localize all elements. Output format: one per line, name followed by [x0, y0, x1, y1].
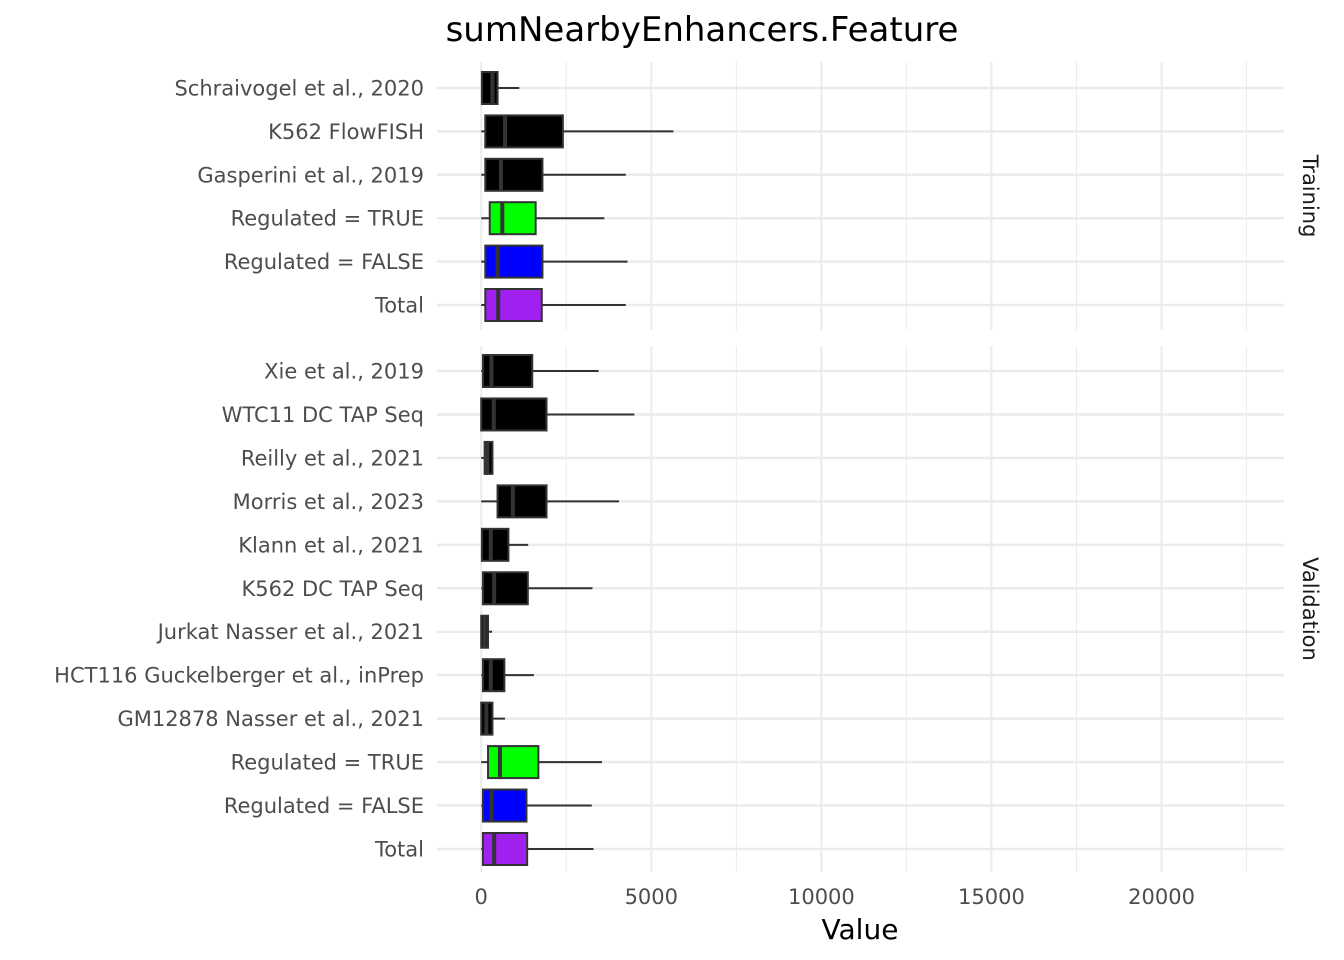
box: [481, 832, 529, 866]
box-row: K562 FlowFISH: [268, 114, 674, 149]
category-label: Gasperini et al., 2019: [197, 163, 424, 187]
box-row: Gasperini et al., 2019: [197, 157, 626, 192]
box: [496, 484, 548, 519]
facet-label-training: Training: [1298, 154, 1322, 238]
category-label: Regulated = FALSE: [224, 794, 424, 818]
box-row: Jurkat Nasser et al., 2021: [156, 614, 493, 649]
panel-training: Schraivogel et al., 2020 K562 FlowFISH Gas…: [174, 62, 1322, 330]
box-row: Morris et al., 2023: [233, 484, 619, 519]
box-row: Total: [374, 832, 594, 866]
x-axis-title: Value: [822, 913, 899, 946]
category-label: Klann et al., 2021: [238, 533, 424, 557]
category-label: Total: [374, 838, 424, 862]
x-tick-label: 0: [475, 885, 488, 909]
x-axis-ticks: 0 5000 10000 15000 20000: [475, 885, 1195, 909]
facet-label-validation: Validation: [1298, 557, 1322, 661]
box: [480, 527, 510, 562]
category-label: WTC11 DC TAP Seq: [222, 403, 424, 427]
box-row: WTC11 DC TAP Seq: [222, 397, 635, 432]
box: [480, 397, 548, 432]
box: [484, 244, 544, 279]
category-label: Schraivogel et al., 2020: [174, 77, 424, 101]
category-label: Regulated = FALSE: [224, 250, 424, 274]
category-label: K562 FlowFISH: [268, 120, 424, 144]
box-row: HCT116 Guckelberger et al., inPrep: [54, 658, 534, 693]
category-label: K562 DC TAP Seq: [241, 577, 424, 601]
category-label: Regulated = TRUE: [231, 751, 424, 775]
chart-panels: Schraivogel et al., 2020 K562 FlowFISH Gas…: [54, 62, 1322, 872]
box: [481, 571, 529, 606]
box: [481, 658, 506, 693]
box-row: Klann et al., 2021: [238, 527, 529, 562]
box: [484, 157, 544, 192]
box-row: Regulated = TRUE: [231, 201, 605, 236]
category-label: HCT116 Guckelberger et al., inPrep: [54, 664, 424, 688]
category-label: Reilly et al., 2021: [241, 446, 424, 470]
box: [487, 745, 540, 780]
x-tick-label: 10000: [788, 885, 855, 909]
category-label: Morris et al., 2023: [233, 490, 424, 514]
chart-title: sumNearbyEnhancers.Feature: [446, 10, 959, 50]
box-row: K562 DC TAP Seq: [241, 571, 593, 606]
category-label: Total: [374, 294, 424, 318]
box: [480, 71, 499, 105]
box-row: Xie et al., 2019: [264, 354, 599, 388]
category-label: Xie et al., 2019: [264, 360, 424, 384]
box: [488, 201, 537, 236]
box: [484, 114, 564, 149]
box-row: Reilly et al., 2021: [241, 440, 494, 475]
box-row: Regulated = FALSE: [224, 244, 628, 279]
x-tick-label: 15000: [958, 885, 1025, 909]
x-tick-label: 5000: [625, 885, 678, 909]
box-row: Schraivogel et al., 2020: [174, 71, 520, 105]
panel-validation: Xie et al., 2019 WTC11 DC TAP Seq Reilly e…: [54, 346, 1322, 872]
box: [484, 288, 543, 322]
category-label: Regulated = TRUE: [231, 207, 424, 231]
box-row: Regulated = TRUE: [231, 745, 602, 780]
box-row: Regulated = FALSE: [224, 788, 592, 823]
box-row: Total: [374, 288, 626, 322]
x-tick-label: 20000: [1128, 885, 1195, 909]
box-row: GM12878 Nasser et al., 2021: [117, 701, 506, 736]
category-label: Jurkat Nasser et al., 2021: [156, 620, 424, 644]
category-label: GM12878 Nasser et al., 2021: [117, 707, 424, 731]
